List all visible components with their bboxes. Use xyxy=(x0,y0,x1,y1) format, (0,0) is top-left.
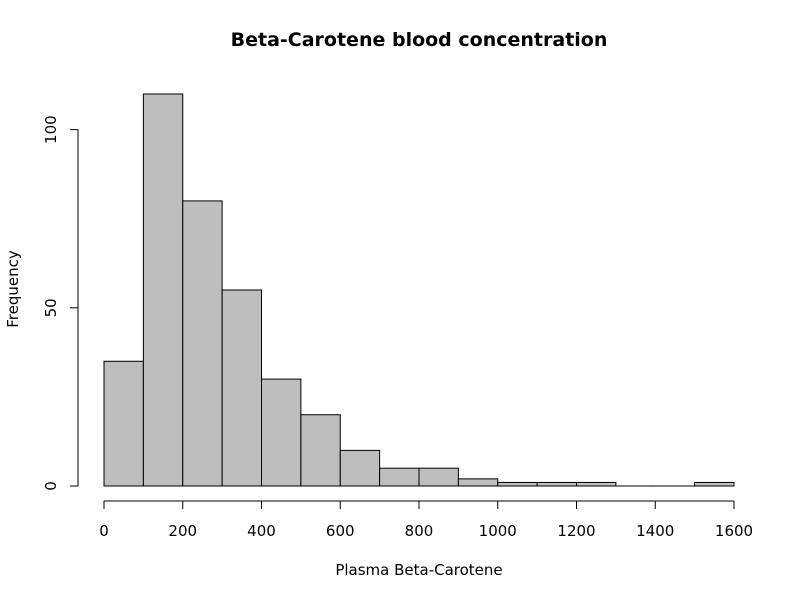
y-axis-label: Frequency xyxy=(4,250,22,328)
histogram-bar xyxy=(300,414,341,487)
x-tick-label: 800 xyxy=(405,522,434,540)
bars-group xyxy=(103,93,735,487)
x-tick-label: 600 xyxy=(326,522,355,540)
histogram-bar xyxy=(497,481,538,487)
x-tick-label: 1400 xyxy=(636,522,674,540)
histogram-bar xyxy=(694,481,735,487)
x-tick-label: 200 xyxy=(168,522,197,540)
x-tick-label: 1600 xyxy=(715,522,753,540)
x-axis-label: Plasma Beta-Carotene xyxy=(335,561,502,579)
x-tick-label: 1000 xyxy=(479,522,517,540)
histogram-bar xyxy=(457,478,499,487)
histogram-bar xyxy=(261,378,302,487)
histogram-bar xyxy=(418,467,459,487)
x-tick-label: 400 xyxy=(247,522,276,540)
histogram-bar xyxy=(103,360,144,487)
chart-title: Beta-Carotene blood concentration xyxy=(231,29,608,51)
histogram-bar xyxy=(576,481,617,487)
x-axis: 0 200 400 600 800 1000 1200 1400 1600 xyxy=(99,500,753,540)
x-tick-label: 0 xyxy=(99,522,109,540)
y-axis: 0 50 100 xyxy=(42,115,79,491)
y-tick-label: 100 xyxy=(42,115,60,144)
histogram-bar xyxy=(536,481,577,487)
histogram-bar xyxy=(339,449,381,487)
histogram-bar xyxy=(379,467,420,487)
x-tick-label: 1200 xyxy=(557,522,595,540)
y-tick-label: 50 xyxy=(42,298,60,317)
histogram-bar xyxy=(221,289,262,487)
y-tick-label: 0 xyxy=(42,481,60,491)
histogram-bar xyxy=(182,200,223,487)
histogram-bar xyxy=(142,93,184,487)
